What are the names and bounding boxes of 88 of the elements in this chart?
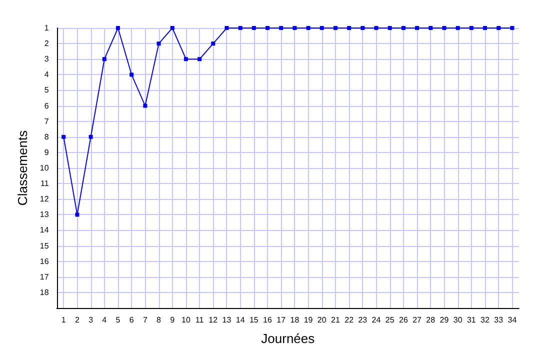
- x-tick-label: 18: [290, 316, 300, 324]
- point: [224, 26, 229, 30]
- point: [88, 134, 93, 139]
- point: [156, 42, 161, 46]
- x-tick-label: 13: [222, 316, 232, 324]
- point: [75, 212, 80, 217]
- point: [170, 26, 174, 30]
- x-tick-label: 21: [331, 316, 340, 324]
- point: [388, 26, 392, 30]
- x-tick-label: 33: [494, 316, 504, 324]
- x-tick-label: 28: [426, 316, 436, 324]
- point: [198, 57, 202, 62]
- x-tick-label: 30: [453, 316, 463, 324]
- y-tick-label: 12: [40, 194, 50, 204]
- point: [374, 26, 378, 30]
- y-tick-label: 16: [40, 256, 50, 266]
- y-tick-label: 15: [40, 241, 50, 250]
- point: [143, 104, 148, 108]
- y-tick-label: 17: [40, 272, 50, 282]
- y-tick-label: 10: [40, 164, 50, 172]
- y-tick-label: 14: [40, 226, 50, 235]
- x-tick-label: 26: [398, 316, 408, 324]
- x-tick-label: 9: [170, 316, 176, 324]
- x-tick-label: 29: [440, 316, 450, 324]
- y-tick-label: 1: [44, 24, 50, 32]
- point: [211, 42, 216, 46]
- x-tick-label: 3: [88, 316, 94, 324]
- y-tick-label: 4: [44, 70, 50, 80]
- point: [238, 26, 242, 30]
- point: [320, 26, 324, 30]
- point: [116, 26, 120, 30]
- x-tick-label: 17: [276, 316, 286, 324]
- y-tick-label: 5: [44, 86, 50, 95]
- y-tick-label: 3: [44, 54, 50, 64]
- point: [252, 26, 256, 30]
- point: [102, 57, 106, 62]
- x-tick-label: 20: [317, 316, 327, 324]
- x-tick-label: 4: [102, 316, 108, 324]
- x-tick-label: 8: [156, 316, 162, 324]
- point: [496, 26, 501, 30]
- x-tick-label: 22: [344, 316, 354, 324]
- point: [428, 26, 433, 30]
- point: [483, 26, 488, 30]
- point: [401, 26, 406, 30]
- y-tick-label: 18: [40, 288, 50, 297]
- x-tick-label: 2: [74, 316, 80, 324]
- x-tick-label: 23: [358, 316, 368, 324]
- x-tick-label: 32: [480, 316, 490, 324]
- x-tick-label: 11: [195, 316, 204, 324]
- x-tick-label: 5: [116, 316, 121, 324]
- x-tick-label: 19: [304, 316, 314, 324]
- x-tick-label: 14: [236, 316, 246, 324]
- point: [279, 26, 284, 30]
- x-axis-title: Journées: [261, 331, 316, 346]
- x-tick-label: 31: [466, 316, 476, 324]
- point: [184, 57, 188, 62]
- point: [415, 26, 420, 30]
- point: [510, 26, 514, 30]
- y-axis-title: Classements: [15, 130, 30, 206]
- y-tick-label: 9: [44, 148, 50, 157]
- y-tick-label: 6: [44, 101, 50, 110]
- point: [292, 26, 297, 30]
- x-tick-label: 27: [412, 316, 422, 324]
- y-tick-label: 13: [40, 210, 50, 220]
- x-tick-label: 34: [508, 316, 518, 324]
- y-tick-label: 8: [44, 132, 50, 142]
- point: [456, 26, 460, 30]
- x-tick-label: 7: [142, 316, 148, 324]
- point: [266, 26, 270, 30]
- point: [130, 72, 134, 77]
- x-tick-label: 10: [181, 316, 191, 324]
- x-tick-label: 24: [372, 316, 382, 324]
- point: [442, 26, 446, 30]
- x-tick-label: 25: [385, 316, 395, 324]
- x-tick-label: 16: [263, 316, 273, 324]
- point: [62, 134, 66, 139]
- point: [347, 26, 352, 30]
- y-tick-label: 11: [40, 179, 50, 188]
- point: [360, 26, 365, 30]
- x-tick-label: 12: [208, 316, 218, 324]
- point: [306, 26, 310, 30]
- y-tick-label: 2: [44, 39, 50, 48]
- x-tick-label: 15: [249, 316, 259, 324]
- point: [333, 26, 338, 30]
- y-tick-label: 7: [44, 116, 50, 126]
- x-tick-label: 1: [61, 316, 66, 324]
- x-tick-label: 6: [129, 316, 134, 324]
- point: [469, 26, 474, 30]
